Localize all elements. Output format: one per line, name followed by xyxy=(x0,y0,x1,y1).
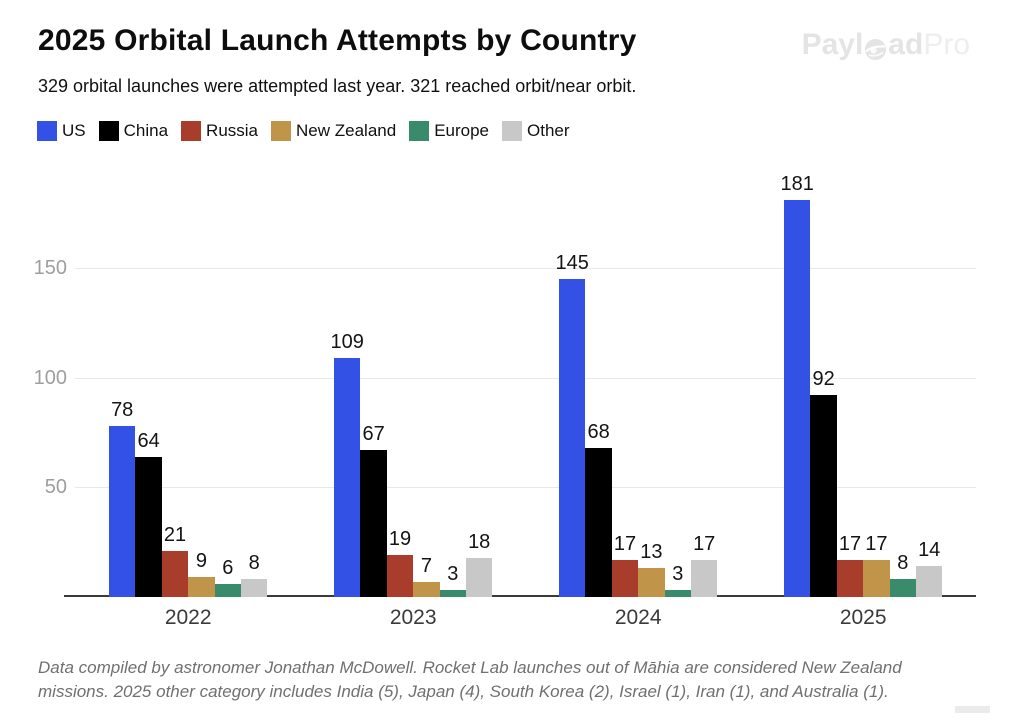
y-axis-tick-label: 50 xyxy=(44,476,67,499)
bar-value-label: 67 xyxy=(362,423,385,446)
chart-title: 2025 Orbital Launch Attempts by Country xyxy=(38,24,637,57)
legend-label: Europe xyxy=(434,121,490,140)
corner-fragment xyxy=(955,706,990,713)
bar-europe-2023 xyxy=(439,590,466,597)
brand-logo: Payl ad Pro xyxy=(802,28,970,62)
chart-legend: US China Russia New Zealand Europe Other xyxy=(37,121,570,141)
legend-swatch xyxy=(271,121,292,141)
bar-value-label: 68 xyxy=(587,420,610,443)
bar-europe-2024 xyxy=(664,590,691,597)
bar-new-zealand-2024 xyxy=(638,568,665,597)
bar-value-label: 8 xyxy=(248,552,260,575)
bar-value-label: 18 xyxy=(468,530,491,553)
legend-label: New Zealand xyxy=(296,121,397,140)
bar-value-label: 7 xyxy=(420,554,432,577)
bar-value-label: 19 xyxy=(388,528,412,551)
brand-logo-part1: Payl xyxy=(801,28,864,61)
bar-value-label: 8 xyxy=(897,552,909,575)
bar-us-2025 xyxy=(784,200,811,597)
bar-russia-2022 xyxy=(161,550,189,597)
bar-europe-2022 xyxy=(214,583,241,597)
gridline-50 xyxy=(75,487,976,489)
bar-value-label: 6 xyxy=(222,556,234,579)
bar-china-2022 xyxy=(135,456,162,597)
bar-value-label: 13 xyxy=(640,541,663,564)
bar-value-label: 92 xyxy=(812,368,835,391)
x-axis-label-2022: 2022 xyxy=(164,606,212,629)
bar-russia-2023 xyxy=(386,555,414,597)
bar-other-2022 xyxy=(241,579,268,597)
legend-label: Other xyxy=(527,121,570,140)
bar-other-2025 xyxy=(916,566,943,597)
x-axis-label-2024: 2024 xyxy=(614,606,662,629)
bar-new-zealand-2023 xyxy=(413,581,440,597)
brand-logo-part3: Pro xyxy=(923,28,970,61)
chart-subtitle: 329 orbital launches were attempted last… xyxy=(38,76,637,96)
source-note: Data compiled by astronomer Jonathan McD… xyxy=(38,656,902,704)
x-axis-label-2023: 2023 xyxy=(389,606,437,629)
legend-item-russia: Russia xyxy=(181,121,258,141)
legend-label: China xyxy=(123,121,169,140)
bar-value-label: 145 xyxy=(555,251,589,274)
bar-other-2023 xyxy=(466,557,493,597)
legend-swatch xyxy=(409,121,430,141)
bar-value-label: 17 xyxy=(865,532,888,555)
y-axis-tick-label: 150 xyxy=(33,257,67,279)
bar-china-2025 xyxy=(810,395,837,597)
bar-value-label: 109 xyxy=(330,330,364,353)
bar-china-2024 xyxy=(585,447,612,597)
bar-us-2022 xyxy=(109,425,136,597)
source-note-line1: Data compiled by astronomer Jonathan McD… xyxy=(38,658,902,677)
bar-value-label: 3 xyxy=(447,563,459,586)
bar-new-zealand-2022 xyxy=(188,577,215,597)
legend-swatch xyxy=(98,121,119,141)
gridline-100 xyxy=(75,377,976,379)
bar-value-label: 181 xyxy=(780,173,814,195)
legend-swatch xyxy=(181,121,202,141)
bar-russia-2025 xyxy=(836,559,864,597)
x-axis-line xyxy=(64,595,976,597)
legend-swatch xyxy=(37,121,57,141)
legend-item-new-zealand: New Zealand xyxy=(271,121,396,141)
brand-logo-part2: ad xyxy=(888,28,924,61)
bar-russia-2024 xyxy=(611,559,639,597)
bar-value-label: 9 xyxy=(195,550,207,573)
bar-new-zealand-2025 xyxy=(863,559,890,597)
legend-swatch xyxy=(502,121,523,141)
bar-value-label: 17 xyxy=(693,532,716,555)
bar-value-label: 14 xyxy=(918,539,941,562)
legend-item-europe: Europe xyxy=(409,121,489,141)
x-axis-label-2025: 2025 xyxy=(839,606,887,629)
bar-china-2023 xyxy=(360,450,387,597)
bar-value-label: 17 xyxy=(838,532,862,555)
legend-item-other: Other xyxy=(502,121,570,141)
source-note-line2: missions. 2025 other category includes I… xyxy=(38,682,889,701)
legend-item-china: China xyxy=(98,121,169,141)
bar-other-2024 xyxy=(691,559,718,597)
bar-value-label: 21 xyxy=(163,523,187,546)
gridline-150 xyxy=(75,268,976,269)
bar-europe-2025 xyxy=(889,579,916,597)
y-axis-tick-label: 100 xyxy=(33,366,67,389)
legend-item-us: US xyxy=(37,121,86,141)
bar-value-label: 3 xyxy=(672,563,684,586)
legend-label: Russia xyxy=(206,121,259,140)
bar-value-label: 78 xyxy=(111,398,134,421)
bar-value-label: 64 xyxy=(137,429,160,452)
globe-icon xyxy=(864,35,887,60)
bar-value-label: 17 xyxy=(613,532,637,555)
legend-label: US xyxy=(62,121,86,140)
bar-us-2023 xyxy=(334,357,361,597)
bar-us-2024 xyxy=(559,278,586,597)
